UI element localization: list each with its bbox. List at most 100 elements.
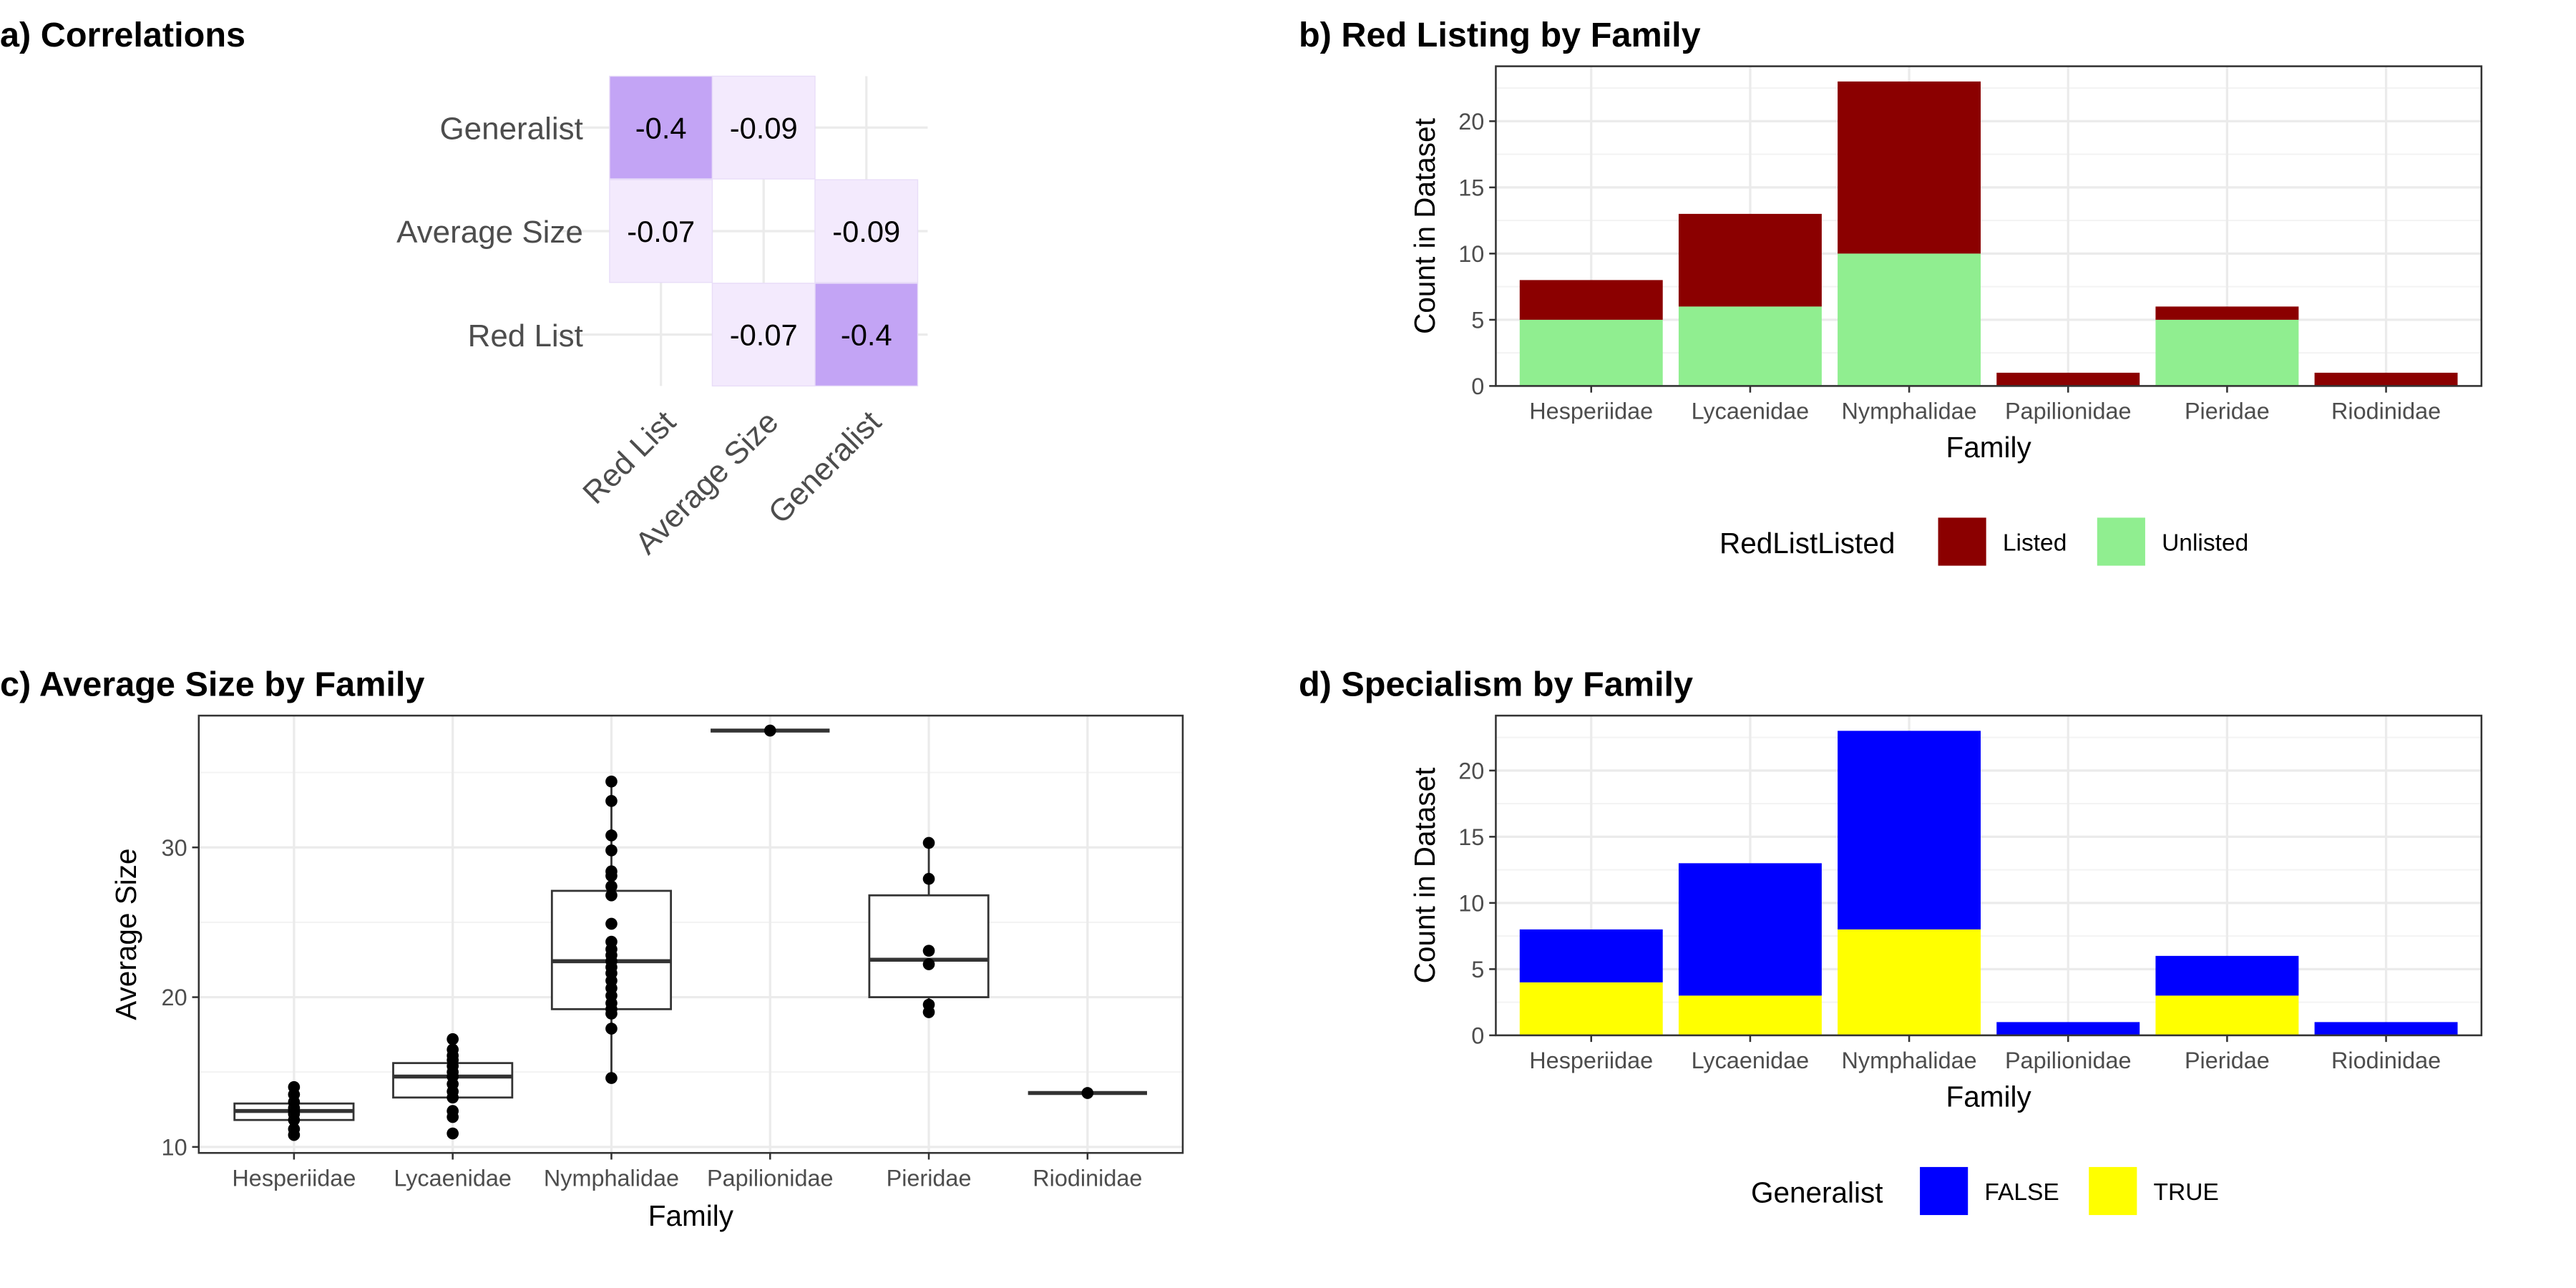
point-lycaenidae-13: [447, 1033, 459, 1045]
legend-label-unlisted: Unlisted: [2162, 530, 2248, 557]
plot-border: [1495, 65, 2483, 387]
bar-unlisted-nymphalidae: [1838, 253, 1981, 386]
legend-key-false: [1920, 1166, 1968, 1216]
bar-false-riodinidae: [2314, 1022, 2458, 1035]
point-nymphalidae-22: [605, 795, 618, 807]
bar-unlisted-hesperiidae: [1519, 319, 1663, 386]
y-tick-label-5: 5: [1471, 307, 1484, 333]
x-tick-label-papilionidae: Papilionidae: [707, 1166, 834, 1191]
point-hesperiidae-2: [288, 1123, 301, 1136]
y-tick-label-0: 0: [1471, 1023, 1484, 1048]
legend-label-listed: Listed: [2003, 530, 2067, 557]
panel-d: d) Specialism by Family 0 5 10 15 20 Hesperiid…: [1299, 665, 2483, 1216]
bar-listed-papilionidae: [1996, 372, 2140, 386]
y-tick-label-15: 15: [1458, 824, 1484, 850]
y-tick-label-30: 30: [162, 835, 187, 861]
point-nymphalidae-19: [605, 865, 618, 878]
heatmap-cell-generalist-average-size-label: -0.09: [832, 215, 900, 248]
panel-b: b) Red Listing by Family 0 5 10 15 20 Hesperii…: [1299, 16, 2483, 566]
point-hesperiidae-9: [288, 1080, 301, 1093]
x-tick-label-pieridae: Pieridae: [2185, 1048, 2270, 1073]
x-tick-label-generalist: Generalist: [762, 404, 888, 530]
x-axis-title: Family: [1946, 1080, 2032, 1113]
legend-label-true: TRUE: [2154, 1179, 2219, 1206]
point-pieridae-3: [922, 958, 935, 970]
point-pieridae-4: [922, 945, 935, 957]
heatmap-cell-generalist-red-list-label: -0.4: [841, 318, 892, 352]
x-tick-label-pieridae: Pieridae: [887, 1166, 972, 1191]
y-tick-label-red-list: Red List: [468, 318, 583, 353]
heatmap-cell-red-list-generalist-label: -0.4: [635, 111, 687, 145]
bar-unlisted-lycaenidae: [1678, 306, 1822, 386]
x-tick-label-hesperiidae: Hesperiidae: [1529, 1048, 1653, 1073]
x-tick-label-hesperiidae: Hesperiidae: [232, 1166, 356, 1191]
heatmap-cell-generalist-average-size: [814, 179, 919, 283]
heatmap-cell-average-size-generalist-label: -0.09: [730, 111, 798, 145]
point-pieridae-2: [922, 998, 935, 1011]
y-axis-title: Average Size: [109, 849, 142, 1020]
bar-listed-nymphalidae: [1838, 81, 1981, 254]
legend: Generalist FALSE TRUE: [1751, 1166, 2219, 1216]
heatmap-cell-red-list-average-size-label: -0.07: [627, 215, 695, 248]
heatmap-cell-red-list-generalist: [609, 75, 713, 180]
y-tick-label-0: 0: [1471, 374, 1484, 399]
point-nymphalidae-1: [605, 1072, 618, 1084]
legend-key-unlisted: [2097, 517, 2145, 566]
panel-d-title: d) Specialism by Family: [1299, 665, 1693, 703]
y-tick-label-20: 20: [1458, 109, 1484, 135]
heatmap-cell-average-size-generalist: [711, 75, 816, 180]
y-axis-title: Count in Dataset: [1408, 118, 1441, 334]
x-axis-title: Family: [648, 1199, 734, 1232]
heatmap-cell-average-size-red-list-label: -0.07: [730, 318, 798, 352]
x-tick-label-lycaenidae: Lycaenidae: [1692, 399, 1810, 424]
y-tick-label-generalist: Generalist: [439, 111, 582, 146]
bar-listed-hesperiidae: [1519, 280, 1663, 320]
legend-title: Generalist: [1751, 1176, 1883, 1209]
bar-listed-riodinidae: [2314, 372, 2458, 386]
bar-false-nymphalidae: [1838, 731, 1981, 930]
bar-false-pieridae: [2155, 955, 2299, 996]
x-tick-label-papilionidae: Papilionidae: [2005, 399, 2132, 424]
y-tick-label-20: 20: [162, 985, 187, 1010]
x-tick-label-lycaenidae: Lycaenidae: [394, 1166, 512, 1191]
plot-border: [197, 714, 1184, 1154]
heatmap-cell-generalist-red-list: [814, 283, 919, 387]
point-nymphalidae-21: [605, 829, 618, 841]
plot-border: [1495, 714, 2483, 1037]
x-tick-label-hesperiidae: Hesperiidae: [1529, 399, 1653, 424]
x-tick-label-nymphalidae: Nymphalidae: [1842, 399, 1977, 424]
x-tick-label-pieridae: Pieridae: [2185, 399, 2270, 424]
bar-true-hesperiidae: [1519, 982, 1663, 1035]
legend-title: RedListListed: [1719, 527, 1895, 560]
panel-c: c) Average Size by Family 10 20 30 Hesperiid…: [0, 665, 1184, 1232]
point-pieridae-5: [922, 872, 935, 885]
y-tick-label-15: 15: [1458, 175, 1484, 200]
x-tick-label-nymphalidae: Nymphalidae: [544, 1166, 679, 1191]
legend-key-listed: [1938, 517, 1986, 566]
y-axis-title: Count in Dataset: [1408, 768, 1441, 984]
point-nymphalidae-16: [605, 889, 618, 902]
x-tick-label-riodinidae: Riodinidae: [1033, 1166, 1142, 1191]
point-riodinidae-1: [1081, 1087, 1094, 1099]
panel-a-title: a) Correlations: [0, 16, 245, 54]
bar-true-nymphalidae: [1838, 929, 1981, 1035]
point-lycaenidae-3: [447, 1105, 459, 1117]
point-lycaenidae-12: [447, 1043, 459, 1056]
x-tick-label-riodinidae: Riodinidae: [2331, 1048, 2441, 1073]
legend-label-false: FALSE: [1984, 1179, 2059, 1206]
bar-false-lycaenidae: [1678, 863, 1822, 996]
y-tick-label-10: 10: [1458, 241, 1484, 267]
x-tick-label-lycaenidae: Lycaenidae: [1692, 1048, 1810, 1073]
point-nymphalidae-20: [605, 844, 618, 857]
panel-c-title: c) Average Size by Family: [0, 665, 424, 703]
y-tick-label-10: 10: [162, 1134, 187, 1160]
bar-true-pieridae: [2155, 995, 2299, 1035]
point-papilionidae-1: [763, 724, 776, 737]
y-tick-label-20: 20: [1458, 758, 1484, 784]
y-tick-label-5: 5: [1471, 957, 1484, 982]
bar-false-papilionidae: [1996, 1022, 2140, 1035]
panel-b-title: b) Red Listing by Family: [1299, 16, 1701, 54]
bar-listed-pieridae: [2155, 306, 2299, 320]
panel-a: a) Correlations -0.4 -0.09 -0.07 -0.09 -0.07 -…: [0, 16, 928, 561]
